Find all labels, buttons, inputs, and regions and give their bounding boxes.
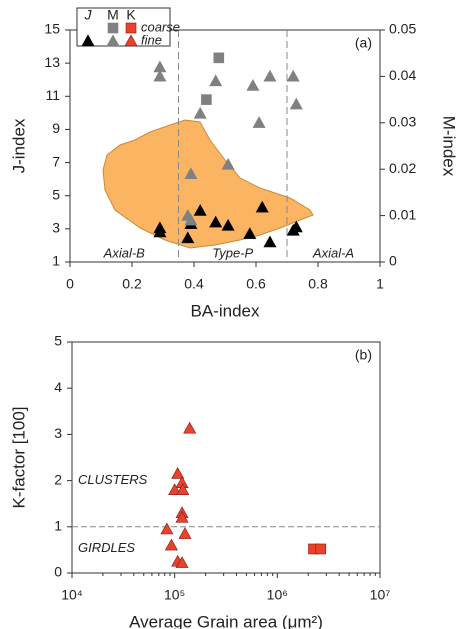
x-tick-label: 0.4 xyxy=(184,276,204,292)
point-triangle xyxy=(209,215,223,228)
point-triangle xyxy=(263,69,277,82)
fabric-region xyxy=(102,119,314,249)
x-tick-label: 0.8 xyxy=(308,276,328,292)
y-tick-label: 2 xyxy=(54,471,62,487)
legend-marker xyxy=(81,34,95,47)
y2-tick-label: 0.05 xyxy=(389,21,416,37)
point-triangle xyxy=(193,106,207,119)
y-axis-title: J-index xyxy=(9,118,28,173)
x-tick-label: 10⁶ xyxy=(267,587,288,603)
legend-column: M xyxy=(107,7,119,23)
y-tick-label: 5 xyxy=(52,186,60,202)
point-triangle xyxy=(153,69,167,82)
point-triangle xyxy=(184,167,198,179)
y-tick-label: 4 xyxy=(54,379,62,395)
y-tick-label: 13 xyxy=(44,54,60,70)
point-triangle xyxy=(184,213,198,226)
point-triangle xyxy=(183,421,197,434)
y-tick-label: 7 xyxy=(52,153,60,169)
y-tick-label: 1 xyxy=(52,253,60,269)
point-triangle xyxy=(171,467,185,479)
point-triangle xyxy=(246,79,260,91)
y-tick-label: 3 xyxy=(54,425,62,441)
y2-tick-label: 0 xyxy=(389,253,397,269)
x-axis-title: BA-index xyxy=(191,301,260,320)
y-tick-label: 0 xyxy=(54,564,62,580)
region-label: GIRDLES xyxy=(78,540,135,555)
point-triangle xyxy=(175,556,189,568)
y-tick-label: 5 xyxy=(54,333,62,349)
point-triangle xyxy=(252,116,266,128)
region-label: CLUSTERS xyxy=(78,472,148,487)
series xyxy=(160,421,197,568)
y2-tick-label: 0.04 xyxy=(389,67,416,83)
legend-marker xyxy=(106,34,120,47)
point-triangle xyxy=(164,538,178,551)
point-triangle xyxy=(289,220,303,233)
legend-marker xyxy=(124,34,138,47)
panel-label: (a) xyxy=(355,35,372,51)
point-triangle xyxy=(176,483,190,495)
series xyxy=(153,200,303,248)
point-triangle xyxy=(153,225,167,238)
x-tick-label: 0.2 xyxy=(122,276,142,292)
point-triangle xyxy=(243,227,257,239)
y2-tick-label: 0.01 xyxy=(389,206,416,222)
point-square xyxy=(213,52,225,64)
x-tick-label: 10⁴ xyxy=(61,587,83,603)
x-tick-label: 1 xyxy=(376,276,384,292)
series xyxy=(153,60,303,226)
legend-row: coarse xyxy=(141,19,180,34)
point-triangle xyxy=(209,74,223,87)
region-label: Axial-B xyxy=(103,245,146,260)
y-axis-title: K-factor [100] xyxy=(9,406,28,508)
x-tick-label: 0.6 xyxy=(246,276,266,292)
point-triangle xyxy=(289,97,303,110)
point-triangle xyxy=(175,510,189,523)
legend-box xyxy=(76,7,171,47)
y-tick-label: 9 xyxy=(52,120,60,136)
point-triangle xyxy=(286,69,300,82)
point-triangle xyxy=(168,483,182,495)
x-axis-title: Average Grain area (μm²) xyxy=(129,612,323,629)
y-tick-label: 3 xyxy=(52,220,60,236)
y2-tick-label: 0.03 xyxy=(389,114,416,130)
legend-row: fine xyxy=(141,32,162,47)
point-triangle xyxy=(193,204,207,216)
point-triangle xyxy=(221,218,235,231)
plot-frame xyxy=(69,29,381,263)
point-triangle xyxy=(263,235,277,248)
point-triangle xyxy=(255,200,269,213)
point-square xyxy=(315,543,327,555)
y-tick-label: 11 xyxy=(45,87,60,103)
x-tick-label: 0 xyxy=(66,276,74,292)
series xyxy=(201,52,225,105)
region-label: Type-P xyxy=(212,245,253,260)
x-tick-label: 10⁵ xyxy=(164,587,185,603)
legend-column: J xyxy=(84,7,93,23)
y-tick-label: 1 xyxy=(54,518,62,534)
plot-frame xyxy=(71,341,381,574)
region-label: Axial-A xyxy=(312,245,354,260)
x-tick-label: 10⁷ xyxy=(370,587,391,603)
y-tick-label: 15 xyxy=(44,21,60,37)
point-triangle xyxy=(221,157,235,170)
point-triangle xyxy=(178,527,192,539)
legend-marker xyxy=(107,22,119,34)
point-triangle xyxy=(181,231,195,244)
panel-label: (b) xyxy=(355,347,372,363)
legend-marker xyxy=(125,22,137,34)
point-square xyxy=(201,94,212,105)
point-triangle xyxy=(160,522,174,535)
series xyxy=(308,543,327,555)
y2-axis-title: M-index xyxy=(440,116,459,177)
legend-column: K xyxy=(126,7,136,23)
y2-tick-label: 0.02 xyxy=(389,160,416,176)
